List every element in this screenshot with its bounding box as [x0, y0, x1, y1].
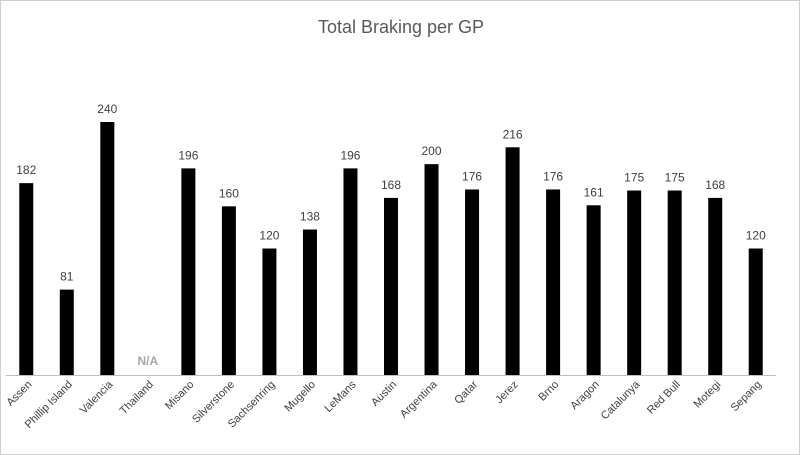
- data-label: 176: [543, 169, 563, 183]
- category-tick-label: Aragon: [568, 379, 602, 413]
- bar-phillip-island: [59, 289, 74, 375]
- category-tick-label: Austin: [369, 379, 399, 409]
- category-tick-label: Brno: [536, 379, 561, 404]
- category-tick-label: Qatar: [452, 378, 480, 406]
- chart-title: Total Braking per GP: [317, 17, 485, 37]
- bar-valencia: [100, 122, 115, 375]
- category-tick-label: Misano: [163, 379, 197, 413]
- data-label: 138: [300, 210, 320, 224]
- bar-qatar: [465, 189, 480, 375]
- bar-brno: [546, 189, 561, 375]
- category-tick-label: Motegi: [692, 379, 724, 411]
- category-tick-label: Argentina: [398, 378, 440, 420]
- bar-sachsenring: [262, 248, 277, 375]
- data-label: 200: [422, 144, 442, 158]
- data-label: 161: [584, 185, 604, 199]
- data-label: 81: [60, 270, 74, 284]
- category-tick-label: Valencia: [78, 378, 116, 416]
- bar-sepang: [748, 248, 763, 375]
- category-tick-label: Red Bull: [645, 379, 683, 417]
- bar-aragon: [586, 205, 601, 375]
- category-tick-label: Thailand: [118, 379, 156, 417]
- bar-assen: [19, 183, 34, 375]
- data-label: 240: [97, 102, 117, 116]
- data-label: 196: [340, 148, 360, 162]
- bar-silverstone: [221, 206, 236, 375]
- bar-motegi: [708, 197, 723, 375]
- category-tick-label: Catalunya: [599, 378, 643, 422]
- category-tick-label: Assen: [4, 379, 34, 409]
- bar-red-bull: [667, 190, 682, 375]
- data-label: 175: [624, 171, 644, 185]
- data-label: 182: [16, 163, 36, 177]
- data-label: 168: [705, 178, 725, 192]
- category-tick-label: LeMans: [322, 378, 359, 415]
- data-label: 120: [746, 229, 766, 243]
- data-label: 175: [665, 171, 685, 185]
- category-tick-label: Jerez: [493, 379, 521, 407]
- data-label: N/A: [138, 354, 159, 368]
- data-label: 176: [462, 169, 482, 183]
- data-label: 168: [381, 178, 401, 192]
- bar-austin: [384, 197, 398, 375]
- bar-argentina: [424, 164, 439, 375]
- data-label: 120: [259, 229, 279, 243]
- bar-lemans: [343, 168, 358, 375]
- bar-jerez: [505, 147, 520, 375]
- bar-misano: [181, 168, 196, 375]
- data-label: 160: [219, 186, 239, 200]
- bar-catalunya: [627, 190, 642, 375]
- data-label: 196: [178, 148, 198, 162]
- category-tick-label: Sepang: [729, 379, 764, 414]
- bar-mugello: [302, 229, 317, 375]
- category-tick-label: Mugello: [282, 379, 318, 415]
- data-label: 216: [503, 127, 523, 141]
